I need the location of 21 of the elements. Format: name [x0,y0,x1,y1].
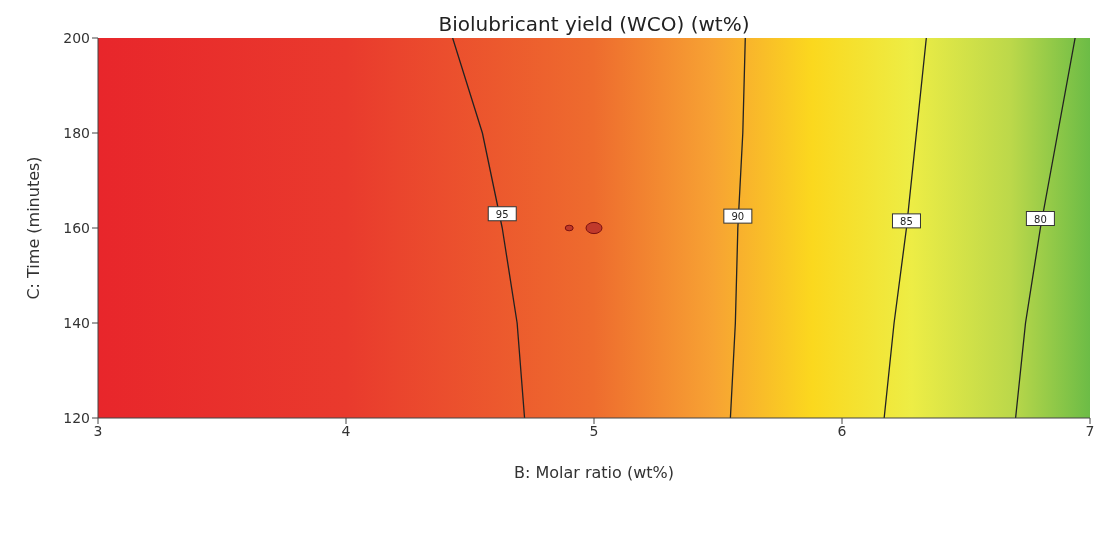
x-tick-label: 7 [1085,422,1095,439]
annotation: 80 [1034,213,1047,225]
y-tick-label: 140 [63,314,90,331]
annotation: 95 [495,208,509,220]
annotation: 90 [731,211,745,223]
line-series [451,38,526,418]
y-axis-title: C: Time (minutes) [23,156,43,300]
y-tick-label: 160 [63,219,90,236]
line-series [883,38,927,418]
x-axis-title: B: Molar ratio (wt%) [514,463,674,482]
y-tick-label: 120 [63,409,90,426]
x-tick-label: 6 [837,422,847,439]
x-tick-label: 5 [589,422,599,439]
line-series [1014,38,1076,418]
annotation: 85 [900,215,913,227]
x-tick-label: 4 [341,422,351,439]
x-tick-label: 3 [93,422,103,439]
chart-title: Biolubricant yield (WCO) (wt%) [437,12,751,36]
line-series [729,38,746,418]
y-tick-label: 200 [63,29,90,46]
y-tick-label: 180 [63,124,90,141]
